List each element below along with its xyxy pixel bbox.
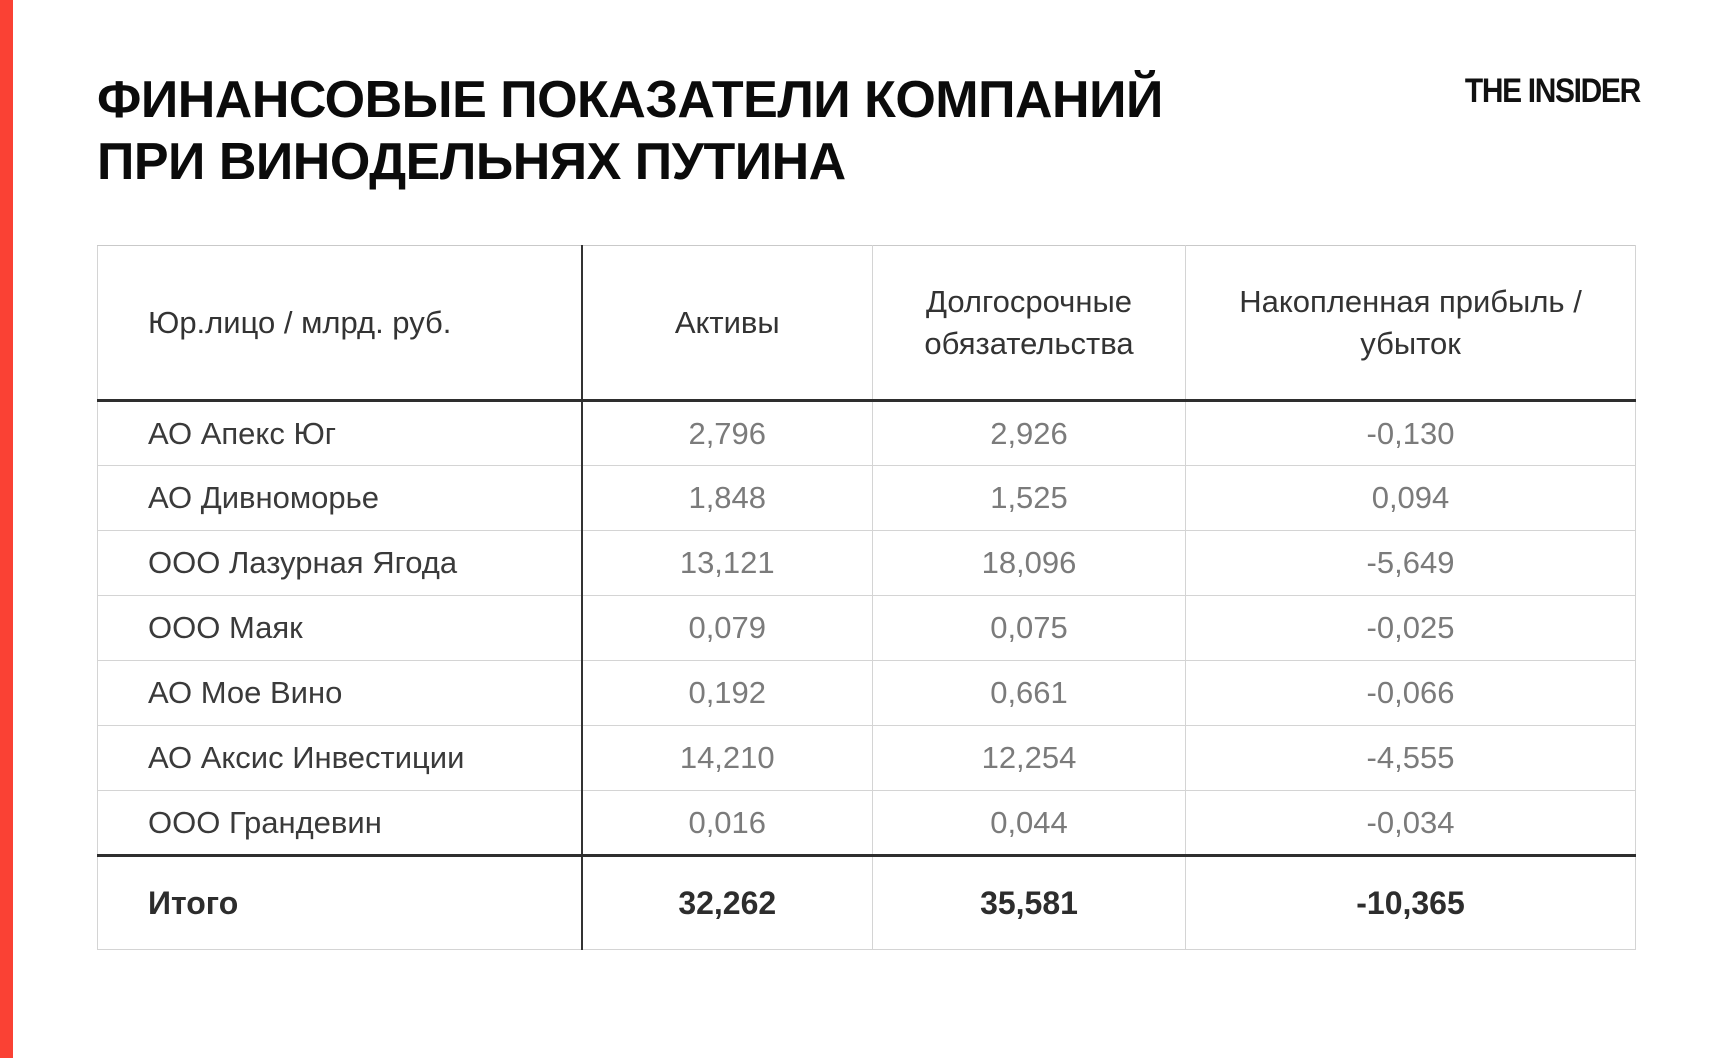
- profit-cell: -0,025: [1185, 595, 1636, 661]
- liabilities-cell: 0,075: [872, 595, 1186, 661]
- table-row: ООО Грандевин 0,016 0,044 -0,034: [97, 790, 1636, 856]
- profit-cell: -4,555: [1185, 725, 1636, 791]
- total-row: Итого 32,262 35,581 -10,365: [97, 854, 1636, 950]
- table-row: ООО Маяк 0,079 0,075 -0,025: [97, 595, 1636, 661]
- page-title-line-1: ФИНАНСОВЫЕ ПОКАЗАТЕЛИ КОМПАНИЙ: [97, 71, 1163, 129]
- header-row: Юр.лицо / млрд. руб. Активы Долгосрочные…: [97, 245, 1636, 402]
- table-row: АО Аксис Инвестиции 14,210 12,254 -4,555: [97, 725, 1636, 791]
- liabilities-cell: 12,254: [872, 725, 1186, 791]
- liabilities-cell: 0,661: [872, 660, 1186, 726]
- financials-table: Юр.лицо / млрд. руб. Активы Долгосрочные…: [97, 245, 1636, 950]
- assets-cell: 0,016: [581, 790, 873, 856]
- table-row: АО Мое Вино 0,192 0,661 -0,066: [97, 660, 1636, 726]
- profit-cell: -0,066: [1185, 660, 1636, 726]
- assets-cell: 2,796: [581, 400, 873, 466]
- table-row: АО Дивноморье 1,848 1,525 0,094: [97, 465, 1636, 531]
- liabilities-cell: 0,044: [872, 790, 1186, 856]
- table-row: АО Апекс Юг 2,796 2,926 -0,130: [97, 400, 1636, 466]
- company-name-cell: АО Мое Вино: [97, 660, 583, 726]
- assets-cell: 14,210: [581, 725, 873, 791]
- liabilities-cell: 1,525: [872, 465, 1186, 531]
- profit-cell: -0,130: [1185, 400, 1636, 466]
- total-label-cell: Итого: [97, 854, 583, 950]
- profit-cell: -0,034: [1185, 790, 1636, 856]
- column-header-liabilities: Долгосрочные обязательства: [872, 245, 1186, 402]
- company-name-cell: ООО Грандевин: [97, 790, 583, 856]
- company-name-cell: АО Дивноморье: [97, 465, 583, 531]
- table-row: ООО Лазурная Ягода 13,121 18,096 -5,649: [97, 530, 1636, 596]
- company-name-cell: АО Аксис Инвестиции: [97, 725, 583, 791]
- column-header-entity: Юр.лицо / млрд. руб.: [97, 245, 583, 402]
- assets-cell: 0,079: [581, 595, 873, 661]
- assets-cell: 13,121: [581, 530, 873, 596]
- liabilities-cell: 2,926: [872, 400, 1186, 466]
- assets-cell: 0,192: [581, 660, 873, 726]
- liabilities-cell: 18,096: [872, 530, 1186, 596]
- total-liabilities-cell: 35,581: [872, 854, 1186, 950]
- column-header-assets: Активы: [581, 245, 873, 402]
- profit-cell: 0,094: [1185, 465, 1636, 531]
- page-title: ФИНАНСОВЫЕ ПОКАЗАТЕЛИ КОМПАНИЙ ПРИ ВИНОД…: [97, 69, 1163, 193]
- company-name-cell: ООО Маяк: [97, 595, 583, 661]
- page-title-line-2: ПРИ ВИНОДЕЛЬНЯХ ПУТИНА: [97, 133, 846, 191]
- table-header: Юр.лицо / млрд. руб. Активы Долгосрочные…: [97, 245, 1636, 402]
- column-header-profit: Накопленная прибыль / убыток: [1185, 245, 1636, 402]
- table-body: АО Апекс Юг 2,796 2,926 -0,130 АО Дивном…: [97, 400, 1636, 856]
- profit-cell: -5,649: [1185, 530, 1636, 596]
- total-profit-cell: -10,365: [1185, 854, 1636, 950]
- accent-bar: [0, 0, 13, 1058]
- assets-cell: 1,848: [581, 465, 873, 531]
- company-name-cell: АО Апекс Юг: [97, 400, 583, 466]
- total-assets-cell: 32,262: [581, 854, 873, 950]
- table-footer: Итого 32,262 35,581 -10,365: [97, 854, 1636, 950]
- the-insider-logo: THE INSIDER: [1465, 72, 1641, 110]
- company-name-cell: ООО Лазурная Ягода: [97, 530, 583, 596]
